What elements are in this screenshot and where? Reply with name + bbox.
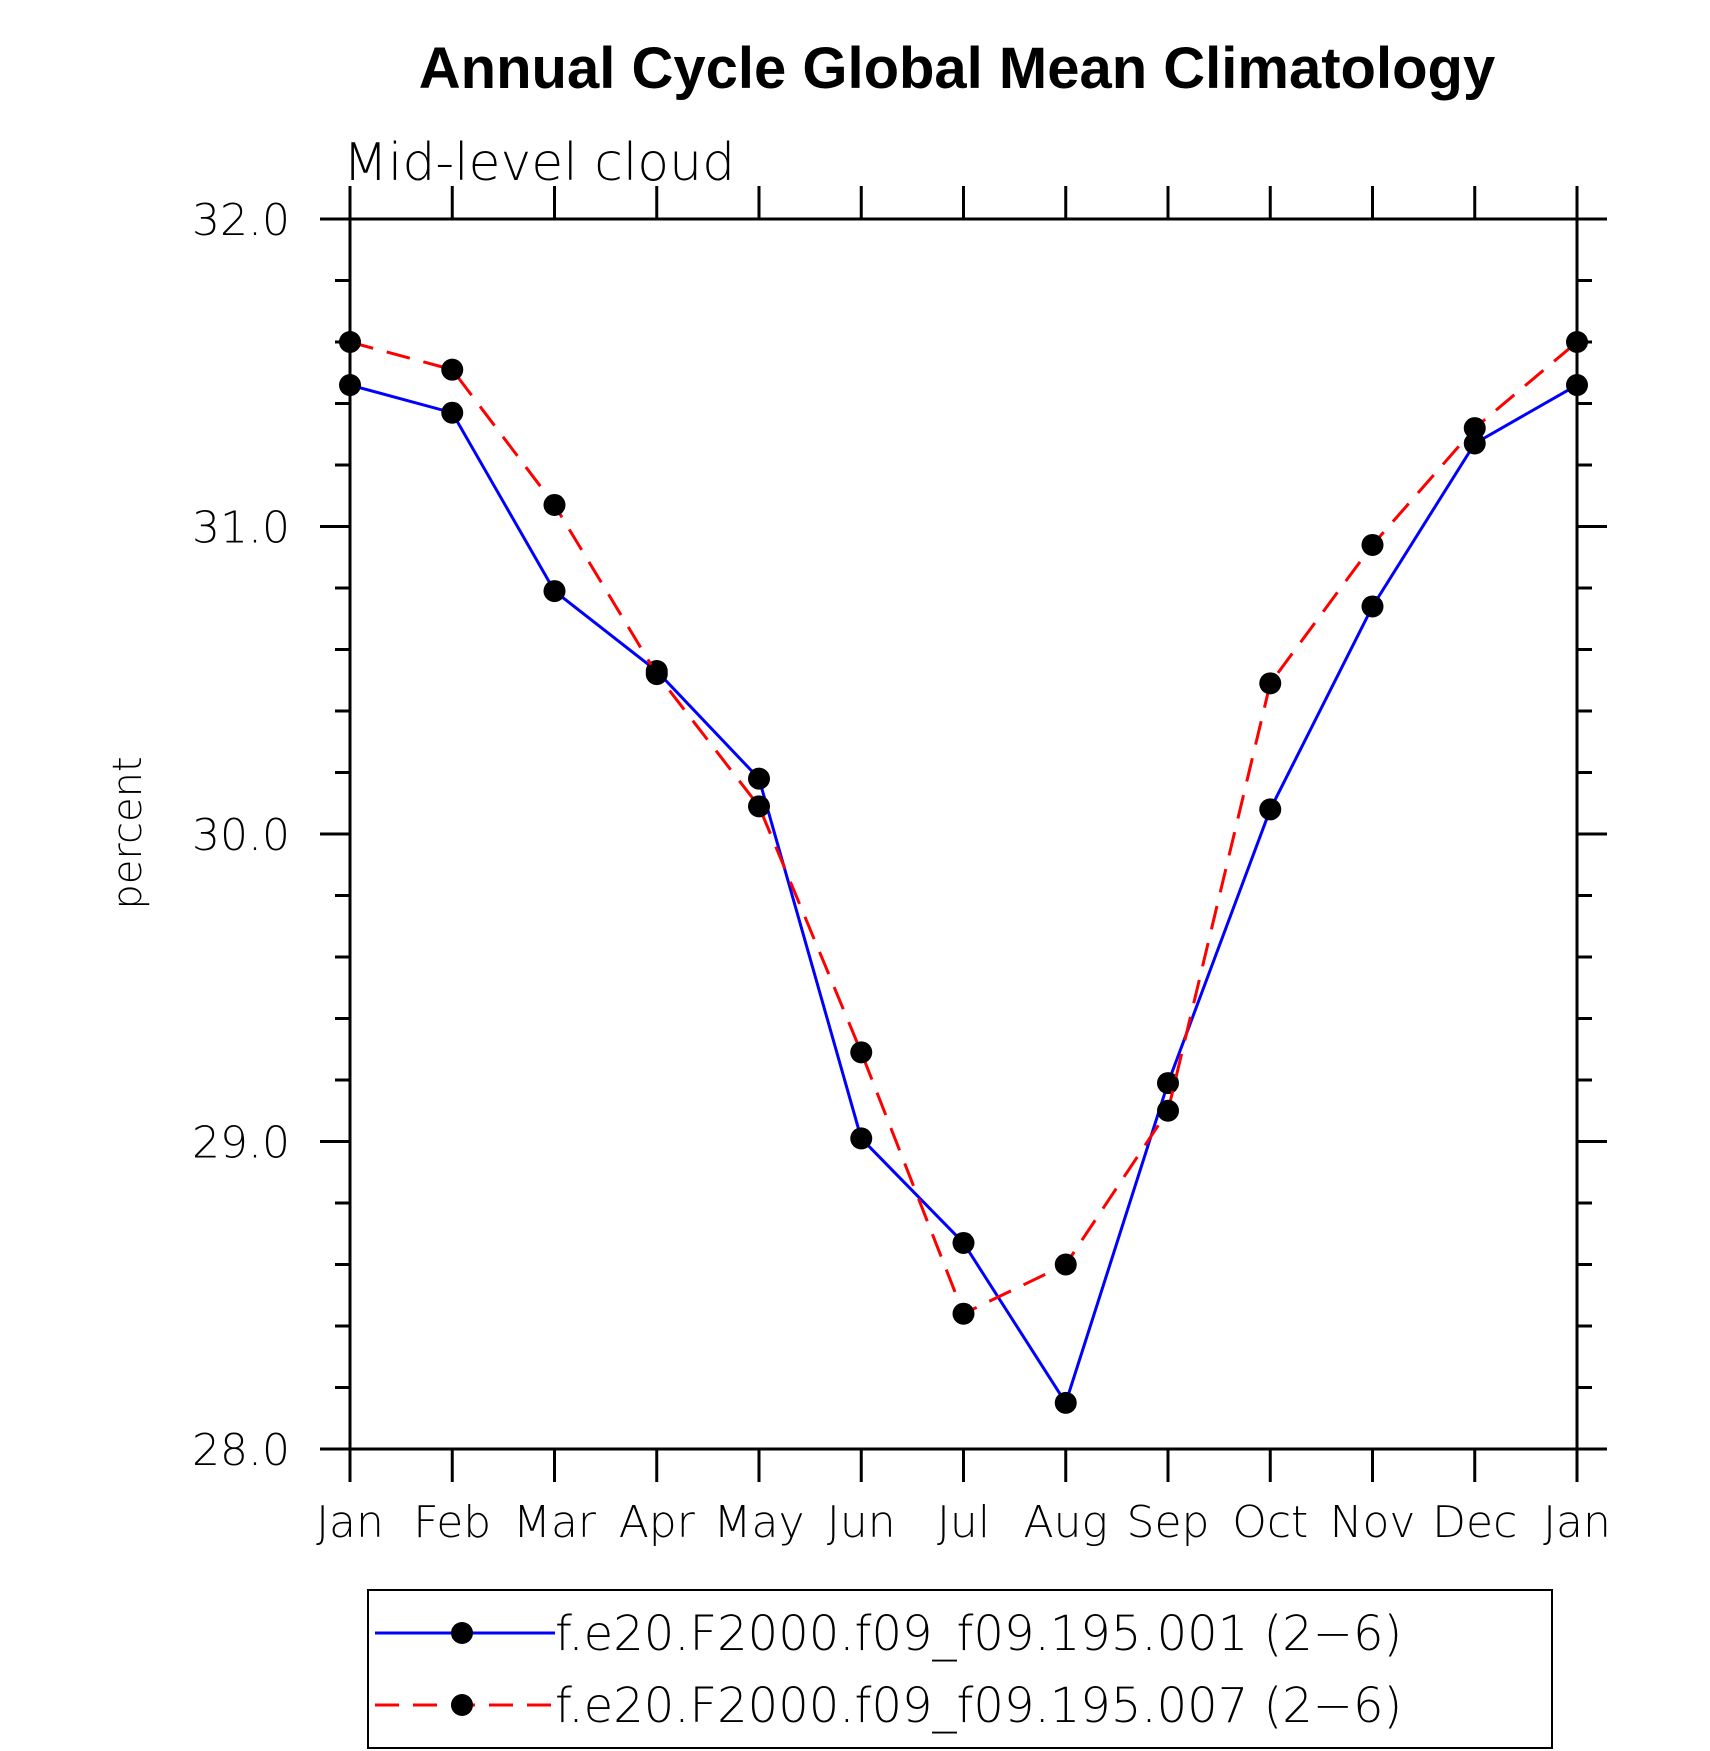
y-tick-label: 29.0 (192, 1118, 290, 1169)
series-layer (339, 331, 1588, 1414)
legend-marker (451, 1622, 473, 1644)
x-tick-label: Nov (1330, 1497, 1416, 1548)
data-point (1566, 374, 1588, 397)
y-tick-label: 28.0 (192, 1425, 290, 1476)
y-tick-label: 30.0 (192, 810, 290, 861)
x-tick-label: Jan (316, 1497, 384, 1548)
data-point (1361, 595, 1384, 618)
data-point (748, 767, 770, 790)
data-point (850, 1127, 873, 1150)
x-tick-label: May (714, 1497, 805, 1548)
data-point (543, 580, 566, 603)
data-point (339, 374, 361, 397)
data-point (1463, 417, 1486, 440)
y-axis-label: percent (105, 756, 151, 909)
legend: f.e20.F2000.f09_f09.195.001 (2−6) f.e20.F… (367, 1589, 1553, 1749)
data-point (1054, 1253, 1077, 1276)
data-point (645, 663, 668, 686)
tick-labels: Jan Feb Mar Apr May Jun Jul Aug Sep Oct Nov Dec Jan 2… (192, 195, 1611, 1548)
legend-box (367, 1589, 1553, 1749)
data-point (850, 1041, 873, 1064)
data-point (441, 401, 464, 424)
x-tick-label: Mar (513, 1497, 597, 1548)
legend-entry-2: f.e20.F2000.f09_f09.195.007 (2−6) (375, 1678, 1402, 1734)
data-point (952, 1302, 975, 1325)
x-tick-label: Feb (413, 1497, 491, 1548)
data-point (339, 331, 361, 353)
data-point (748, 795, 770, 818)
data-point (441, 358, 464, 381)
legend-marker (451, 1694, 473, 1716)
plot-area (320, 186, 1607, 1482)
x-tick-label: Aug (1024, 1497, 1108, 1548)
x-tick-label: Apr (619, 1497, 696, 1548)
x-tick-label: Oct (1232, 1497, 1308, 1548)
legend-label: f.e20.F2000.f09_f09.195.007 (2−6) (555, 1678, 1402, 1734)
series-line (349, 340, 1578, 1316)
data-point (1361, 533, 1384, 556)
data-point (1259, 798, 1282, 821)
series-1 (339, 374, 1588, 1414)
x-tick-label: Jun (827, 1497, 896, 1548)
data-point (1259, 672, 1282, 695)
data-point (1157, 1072, 1179, 1095)
data-point (952, 1231, 975, 1254)
plot-frame (348, 217, 1579, 1451)
data-point (1566, 331, 1588, 353)
data-point (1054, 1391, 1077, 1414)
x-tick-label: Sep (1127, 1497, 1210, 1548)
data-point (543, 493, 566, 516)
legend-label: f.e20.F2000.f09_f09.195.001 (2−6) (555, 1606, 1402, 1662)
data-point (1463, 432, 1486, 455)
x-tick-label: Dec (1432, 1497, 1517, 1548)
x-tick-label: Jul (937, 1497, 990, 1548)
chart-title: Annual Cycle Global Mean Climatology (419, 36, 1495, 101)
series-2 (339, 331, 1588, 1325)
chart-subtitle: Mid-level cloud (343, 133, 735, 193)
legend-entry-1: f.e20.F2000.f09_f09.195.001 (2−6) (375, 1606, 1402, 1662)
x-tick-label: Jan (1543, 1497, 1611, 1548)
data-point (1157, 1099, 1179, 1122)
y-tick-label: 31.0 (192, 503, 290, 554)
y-tick-label: 32.0 (192, 195, 290, 246)
